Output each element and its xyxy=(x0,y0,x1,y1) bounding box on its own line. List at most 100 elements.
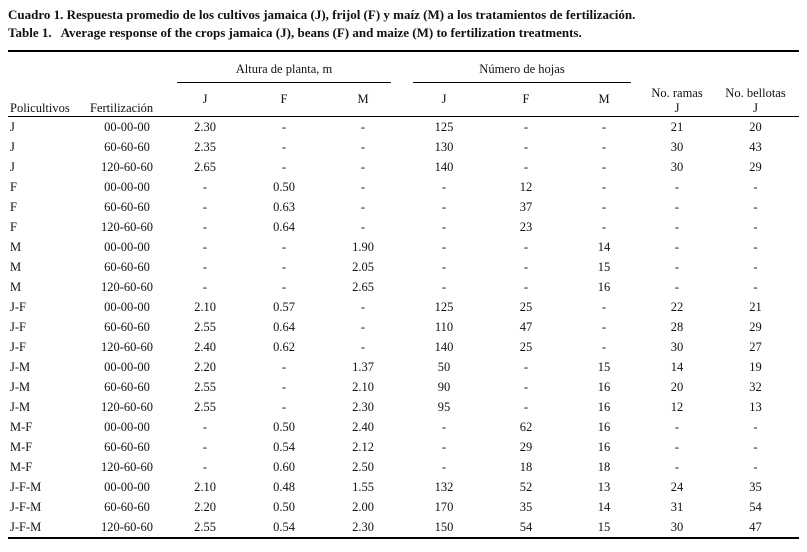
table-cell: 120-60-60 xyxy=(100,280,154,294)
table-cell: 120-60-60 xyxy=(100,460,154,474)
table-cell: 60-60-60 xyxy=(104,260,150,274)
table-row: J-F-M 60-60-60 2.20 0.50 2.00 170 35 14 31 54 xyxy=(8,497,799,517)
table-cell: - xyxy=(753,180,758,194)
table-cell: 43 xyxy=(749,140,762,154)
table-cell: 32 xyxy=(749,380,762,394)
table-cell: 170 xyxy=(434,500,454,514)
table-cell: 15 xyxy=(597,360,611,374)
table-cell: 0.50 xyxy=(273,500,295,514)
table-cell: 2.40 xyxy=(194,340,216,354)
table-row: F 00-00-00 - 0.50 - - 12 - - - xyxy=(8,177,799,197)
group-header-altura: Altura de planta, m xyxy=(166,51,402,83)
table-cell: - xyxy=(601,300,607,314)
table-cell: - xyxy=(202,420,208,434)
table-cell: - xyxy=(360,140,366,154)
table-cell: - xyxy=(202,280,208,294)
table-cell: - xyxy=(674,200,680,214)
table-cell: 150 xyxy=(434,520,454,534)
table-cell: 21 xyxy=(749,300,762,314)
table-cell: J-M xyxy=(10,360,31,374)
bellotas-sub-label: J xyxy=(753,101,758,115)
group-header-altura-label: Altura de planta, m xyxy=(177,62,391,83)
ramas-sub-label: J xyxy=(674,101,680,115)
table-cell: 90 xyxy=(437,380,451,394)
table-cell: 120-60-60 xyxy=(100,340,154,354)
table-cell: - xyxy=(523,380,529,394)
table-cell: 2.05 xyxy=(352,260,374,274)
table-row: J 120-60-60 2.65 - - 140 - - 30 29 xyxy=(8,157,799,177)
table-cell: M-F xyxy=(10,460,33,474)
table-cell: - xyxy=(441,200,447,214)
table-cell: - xyxy=(202,240,208,254)
table-cell: - xyxy=(202,440,208,454)
table-cell: 20 xyxy=(670,380,684,394)
table-cell: - xyxy=(360,200,366,214)
table-cell: 60-60-60 xyxy=(104,440,150,454)
table-cell: 30 xyxy=(670,160,684,174)
table-cell: 16 xyxy=(597,440,611,454)
table-row: M 120-60-60 - - 2.65 - - 16 - - xyxy=(8,277,799,297)
table-cell: - xyxy=(360,300,366,314)
table-cell: 25 xyxy=(519,340,533,354)
table-cell: 2.30 xyxy=(352,400,374,414)
table-cell: 0.63 xyxy=(273,200,295,214)
table-cell: 2.10 xyxy=(352,380,374,394)
table-cell: 16 xyxy=(597,380,611,394)
table-cell: M-F xyxy=(10,420,33,434)
table-cell: 60-60-60 xyxy=(104,380,150,394)
table-cell: - xyxy=(753,440,758,454)
table-cell: F xyxy=(10,220,17,234)
table-cell: 00-00-00 xyxy=(104,240,150,254)
subheader-altura-j: J xyxy=(166,83,244,117)
table-caption-es: Cuadro 1. Respuesta promedio de los cult… xyxy=(8,7,636,22)
table-cell: - xyxy=(441,280,447,294)
table-cell: 14 xyxy=(670,360,684,374)
table-cell: - xyxy=(674,420,680,434)
table-cell: - xyxy=(441,420,447,434)
table-cell: J-F-M xyxy=(10,480,42,494)
table-cell: 60-60-60 xyxy=(104,500,150,514)
table-row: J-M 00-00-00 2.20 - 1.37 50 - 15 14 19 xyxy=(8,357,799,377)
table-cell: 0.64 xyxy=(273,220,295,234)
table-cell: 120-60-60 xyxy=(100,400,154,414)
table-row: J-M 120-60-60 2.55 - 2.30 95 - 16 12 13 xyxy=(8,397,799,417)
table-cell: - xyxy=(360,180,366,194)
table-cell: - xyxy=(202,200,208,214)
table-cell: F xyxy=(10,180,17,194)
table-cell: J-F xyxy=(10,340,26,354)
table-row: M 00-00-00 - - 1.90 - - 14 - - xyxy=(8,237,799,257)
table-caption-en: Table 1. Average response of the crops j… xyxy=(8,25,582,40)
table-cell: 140 xyxy=(434,160,454,174)
table-cell: 14 xyxy=(597,240,611,254)
table-cell: - xyxy=(674,440,680,454)
table-cell: 27 xyxy=(749,340,762,354)
bellotas-label: No. bellotas xyxy=(725,86,786,100)
table-cell: 60-60-60 xyxy=(104,140,150,154)
table-cell: 16 xyxy=(597,420,611,434)
table-cell: 30 xyxy=(670,340,684,354)
table-cell: - xyxy=(753,200,758,214)
table-cell: 18 xyxy=(597,460,611,474)
table-cell: M-F xyxy=(10,440,33,454)
table-cell: - xyxy=(441,240,447,254)
table-cell: - xyxy=(674,220,680,234)
table-cell: 30 xyxy=(670,140,684,154)
table-cell: 2.55 xyxy=(194,520,216,534)
subheader-altura-f: F xyxy=(244,83,324,117)
table-cell: - xyxy=(202,180,208,194)
table-cell: 132 xyxy=(434,480,454,494)
table-cell: 50 xyxy=(437,360,451,374)
table-cell: - xyxy=(441,440,447,454)
table-cell: - xyxy=(674,180,680,194)
subheader-hojas-m: M xyxy=(566,83,643,117)
table-cell: 00-00-00 xyxy=(104,180,150,194)
table-cell: - xyxy=(281,400,287,414)
table-cell: 19 xyxy=(749,360,762,374)
table-cell: 29 xyxy=(749,320,762,334)
table-cell: 21 xyxy=(670,120,684,134)
table-cell: - xyxy=(281,120,287,134)
table-cell: 00-00-00 xyxy=(104,420,150,434)
table-cell: - xyxy=(441,180,447,194)
header-group-row: Policultivos Fertilización Altura de pla… xyxy=(8,51,800,117)
table-cell: 0.54 xyxy=(273,520,295,534)
